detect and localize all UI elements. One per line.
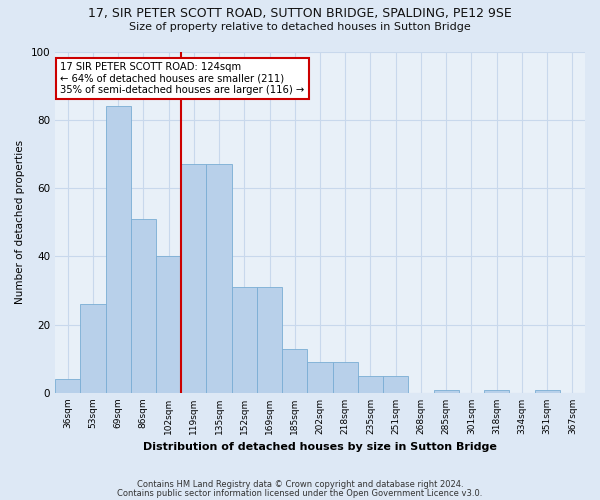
X-axis label: Distribution of detached houses by size in Sutton Bridge: Distribution of detached houses by size … xyxy=(143,442,497,452)
Bar xyxy=(257,287,282,393)
Y-axis label: Number of detached properties: Number of detached properties xyxy=(15,140,25,304)
Bar xyxy=(206,164,232,393)
Bar xyxy=(131,219,156,393)
Bar xyxy=(535,390,560,393)
Text: 17 SIR PETER SCOTT ROAD: 124sqm
← 64% of detached houses are smaller (211)
35% o: 17 SIR PETER SCOTT ROAD: 124sqm ← 64% of… xyxy=(61,62,305,95)
Bar xyxy=(106,106,131,393)
Bar xyxy=(307,362,332,393)
Bar xyxy=(332,362,358,393)
Bar xyxy=(156,256,181,393)
Text: Size of property relative to detached houses in Sutton Bridge: Size of property relative to detached ho… xyxy=(129,22,471,32)
Bar xyxy=(55,380,80,393)
Text: 17, SIR PETER SCOTT ROAD, SUTTON BRIDGE, SPALDING, PE12 9SE: 17, SIR PETER SCOTT ROAD, SUTTON BRIDGE,… xyxy=(88,8,512,20)
Bar xyxy=(484,390,509,393)
Bar xyxy=(434,390,459,393)
Bar xyxy=(232,287,257,393)
Bar xyxy=(80,304,106,393)
Text: Contains public sector information licensed under the Open Government Licence v3: Contains public sector information licen… xyxy=(118,488,482,498)
Bar xyxy=(383,376,409,393)
Bar xyxy=(358,376,383,393)
Bar xyxy=(181,164,206,393)
Text: Contains HM Land Registry data © Crown copyright and database right 2024.: Contains HM Land Registry data © Crown c… xyxy=(137,480,463,489)
Bar xyxy=(282,348,307,393)
